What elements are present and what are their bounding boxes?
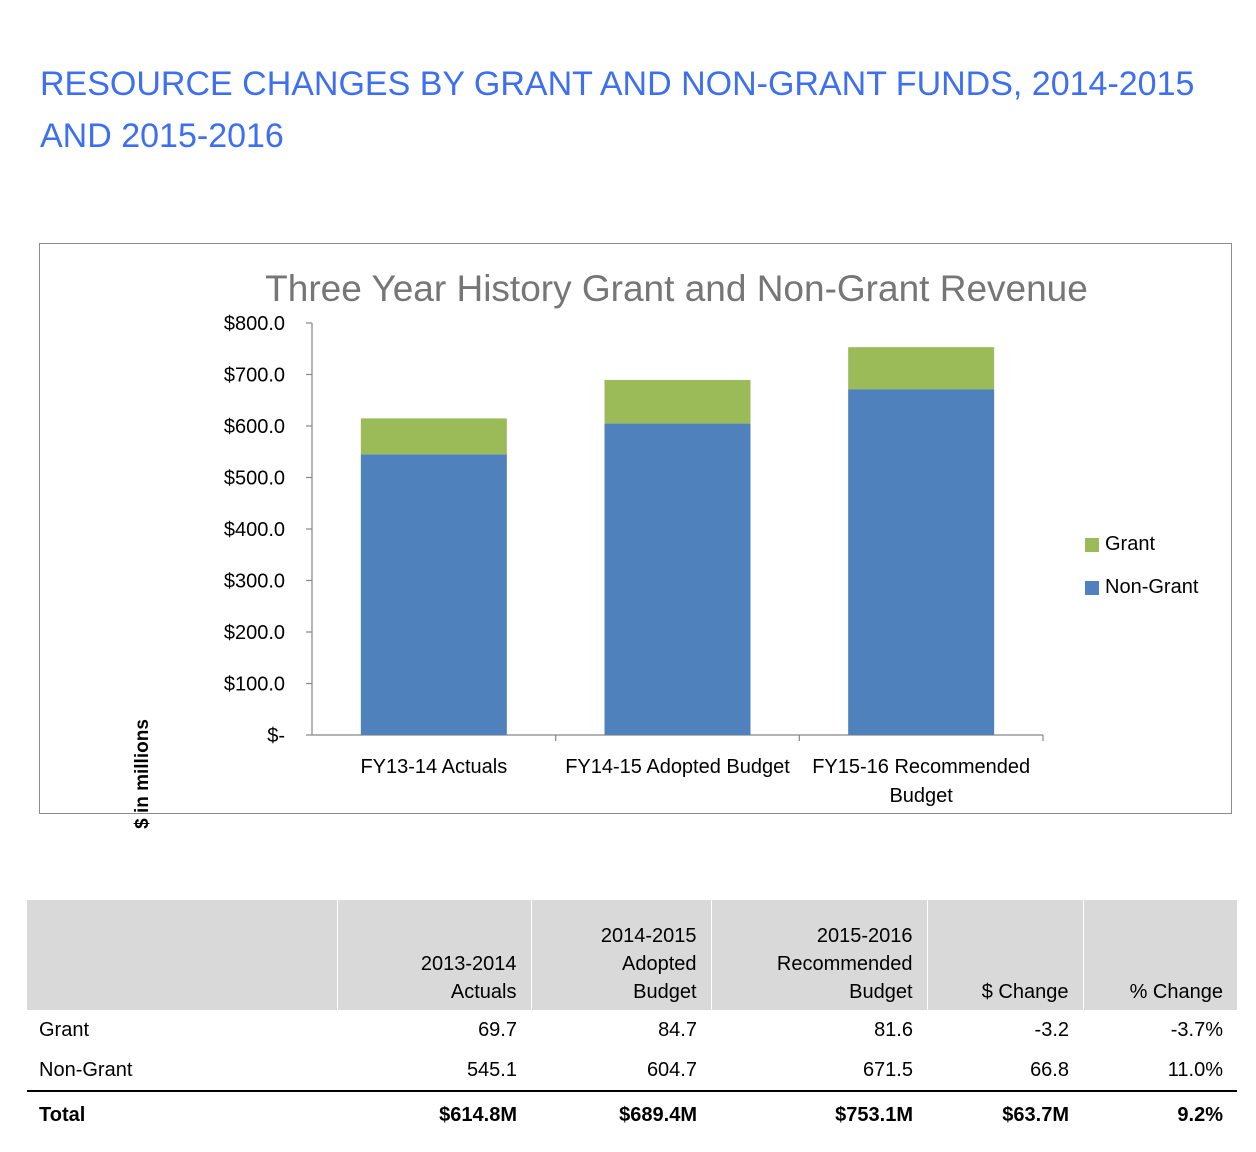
y-tick-label: $100.0 <box>224 674 285 696</box>
legend-label-non-grant: Non-Grant <box>1105 576 1199 598</box>
y-tick-label: $400.0 <box>224 519 285 541</box>
y-axis-label: $ in millions <box>132 719 153 829</box>
table-cell: -3.7% <box>1170 1018 1223 1041</box>
row-label: Total <box>27 1090 337 1138</box>
bar-non-grant-3 <box>848 389 995 735</box>
chart-container: Three Year History Grant and Non-Grant R… <box>39 243 1232 829</box>
x-tick-label: FY13-14 Actuals <box>360 756 507 778</box>
table-cell: 9.2% <box>1083 1090 1237 1138</box>
x-tick-label: FY15-16 Recommended <box>812 756 1030 778</box>
table-cell: $753.1M <box>711 1090 927 1138</box>
bar-grant-1 <box>360 418 507 455</box>
chart-legend: Grant Non-Grant <box>1085 523 1198 609</box>
row-label: Grant <box>39 1018 90 1041</box>
table-cell: 11.0% <box>1167 1058 1223 1081</box>
legend-item-non-grant: Non-Grant <box>1085 566 1198 609</box>
table-cell: 545.1 <box>466 1058 517 1081</box>
table-cell: 66.8 <box>1030 1058 1069 1081</box>
table-cell: $689.4M <box>531 1090 711 1138</box>
row-label: Non-Grant <box>39 1058 133 1081</box>
table-header-row: 2013-2014 Actuals 2014-2015 Adopted Budget … <box>27 900 1237 1010</box>
y-tick-label: $600.0 <box>224 416 285 438</box>
x-tick-label: Budget <box>889 785 953 807</box>
table-cell: $63.7M <box>927 1090 1083 1138</box>
header-cell-2013-2014: 2013-2014 Actuals <box>336 900 531 1010</box>
table-row-non-grant: Non-Grant 545.1 604.7 671.5 66.8 11.0% <box>27 1050 1237 1091</box>
bar-non-grant-2 <box>604 423 751 735</box>
table-cell: $614.8M <box>337 1090 531 1138</box>
chart-title: Three Year History Grant and Non-Grant R… <box>265 268 1088 309</box>
bar-grant-3 <box>848 347 995 390</box>
page-title: RESOURCE CHANGES BY GRANT AND NON-GRANT … <box>40 65 1195 155</box>
table-cell: 671.5 <box>862 1058 913 1081</box>
table-row-grant: Grant 69.7 84.7 81.6 -3.2 -3.7% <box>27 1010 1237 1050</box>
bar-grant-2 <box>604 379 751 424</box>
legend-swatch-non-grant <box>1085 580 1099 595</box>
header-cell-blank <box>27 900 337 1010</box>
y-tick-label: $500.0 <box>224 468 285 490</box>
y-tick-label: $- <box>267 725 285 747</box>
table-cell: 604.7 <box>646 1058 697 1081</box>
y-tick-label: $800.0 <box>224 313 285 335</box>
table-row-total: Total $614.8M $689.4M $753.1M $63.7M 9.2… <box>27 1090 1237 1138</box>
legend-item-grant: Grant <box>1085 523 1198 566</box>
table-cell: 81.6 <box>874 1018 913 1041</box>
y-tick-label: $200.0 <box>224 622 285 644</box>
legend-swatch-grant <box>1085 537 1099 552</box>
header-cell-dollar-change: $ Change <box>926 900 1083 1010</box>
header-cell-2014-2015: 2014-2015 Adopted Budget <box>530 900 711 1010</box>
x-tick-label: FY14-15 Adopted Budget <box>565 756 790 778</box>
bar-non-grant-1 <box>360 454 507 735</box>
y-tick-label: $300.0 <box>224 571 285 593</box>
y-tick-label: $700.0 <box>224 365 285 387</box>
stacked-bar-chart: $- $100.0 $200.0 $300.0 $400.0 $500.0 $600.0 $7… <box>224 313 1044 807</box>
resource-changes-table: 2013-2014 Actuals 2014-2015 Adopted Budget … <box>27 900 1237 1138</box>
table-cell: 84.7 <box>658 1018 697 1041</box>
header-cell-2015-2016: 2015-2016 Recommended Budget <box>710 900 927 1010</box>
legend-label-grant: Grant <box>1105 533 1156 555</box>
table-cell: -3.2 <box>1034 1018 1069 1041</box>
table-cell: 69.7 <box>478 1018 517 1041</box>
header-cell-percent-change: % Change <box>1082 900 1237 1010</box>
